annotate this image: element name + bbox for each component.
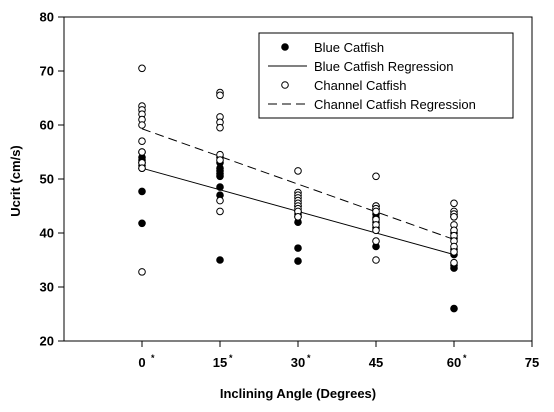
channel-catfish-point [216,207,224,216]
channel-catfish-point [138,164,146,172]
x-tick-label: 0 [138,355,145,370]
channel-catfish-point [450,213,458,221]
x-tick-label: 75 [525,355,539,370]
channel-catfish-point [138,121,146,129]
channel-catfish-point [138,268,146,276]
x-tick-label: 45 [369,355,383,370]
channel-catfish-point [450,199,458,208]
blue-catfish-point [450,304,458,313]
channel-catfish-point [216,91,224,100]
y-tick-label: 30 [40,280,54,295]
x-axis-label: Inclining Angle (Degrees) [220,386,376,401]
legend-label: Blue Catfish [314,40,384,55]
channel-catfish-point [450,258,458,267]
blue-catfish-point [294,244,302,252]
y-tick-label: 80 [40,10,54,25]
channel-catfish-point [294,167,302,175]
channel-catfish-point [372,172,380,181]
y-axis-label: Ucrit (cm/s) [8,145,23,217]
x-tick-label: 30 [291,355,305,370]
blue-catfish-point [216,183,224,191]
data-points [138,64,458,313]
y-tick-label: 50 [40,172,54,187]
x-tick-significance-mark: * [463,353,467,363]
channel-catfish-point [138,137,146,145]
blue-catfish-point [294,257,302,265]
y-tick-label: 70 [40,64,54,79]
blue-catfish-point [216,256,224,264]
channel-catfish-point [138,148,146,156]
blue-catfish-point [138,219,146,228]
legend-marker [281,43,289,51]
legend-label: Channel Catfish Regression [314,97,476,112]
channel-catfish-point [216,123,224,132]
x-tick-significance-mark: * [307,353,311,363]
channel-catfish-point [138,64,146,73]
legend: Blue Catfish Blue Catfish Regression Chann… [258,32,514,119]
legend-label: Channel Catfish [314,78,407,93]
channel-catfish-point [372,256,380,264]
legend-label: Blue Catfish Regression [314,59,453,74]
x-tick-significance-mark: * [229,353,233,363]
channel-catfish-point [216,156,224,164]
channel-catfish-point [372,237,380,245]
channel-catfish-point [372,226,380,235]
y-tick-label: 60 [40,118,54,133]
y-tick-label: 40 [40,226,54,241]
legend-marker [281,81,289,89]
y-tick-label: 20 [40,334,54,349]
x-tick-label: 15 [213,355,227,370]
channel-catfish-point [294,213,302,221]
blue-catfish-point [216,172,224,181]
channel-catfish-point [216,196,224,205]
x-tick-label: 60 [447,355,461,370]
blue-catfish-point [138,187,146,196]
channel-catfish-point [450,248,458,256]
channel-catfish-point [372,207,380,216]
x-tick-significance-mark: * [151,353,155,363]
